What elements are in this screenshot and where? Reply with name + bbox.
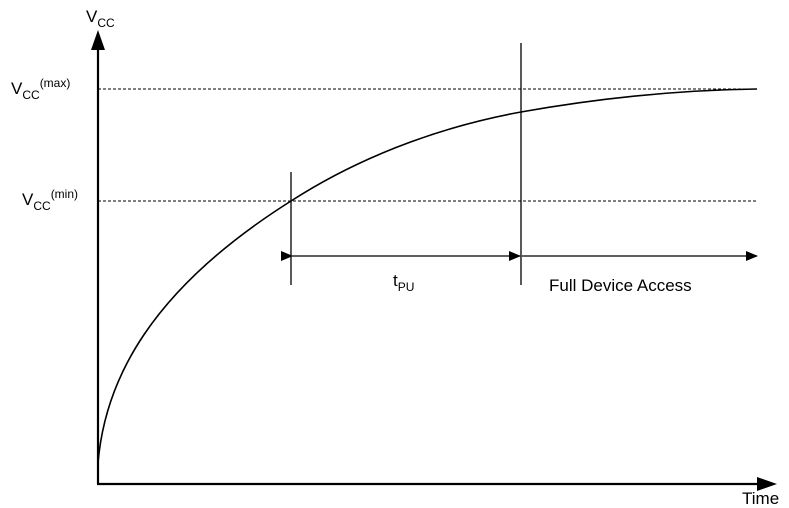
y-axis-label-sub: CC: [97, 16, 115, 30]
vcc-max-label-sub: CC: [22, 88, 40, 102]
y-axis-arrow: [91, 30, 105, 50]
y-axis-label: VCC: [86, 7, 115, 30]
vcc-max-label: VCC(max): [11, 76, 70, 102]
vcc-min-label-sub: CC: [33, 199, 51, 213]
vcc-max-label-main: V: [11, 79, 23, 98]
tpu-label: tPU: [393, 271, 414, 294]
vcc-min-label-main: V: [22, 190, 34, 209]
x-axis-arrow: [757, 477, 777, 491]
tpu-label-sub: PU: [398, 280, 415, 294]
full-access-label: Full Device Access: [549, 276, 692, 295]
vcc-rise-curve: [97, 88, 758, 464]
tpu-label-main: t: [393, 271, 398, 290]
vcc-min-label-sup: (min): [51, 187, 78, 201]
y-axis-label-main: V: [86, 7, 98, 26]
x-axis-label: Time: [742, 489, 779, 508]
vcc-max-label-sup: (max): [40, 76, 71, 90]
vcc-min-label: VCC(min): [22, 187, 78, 213]
